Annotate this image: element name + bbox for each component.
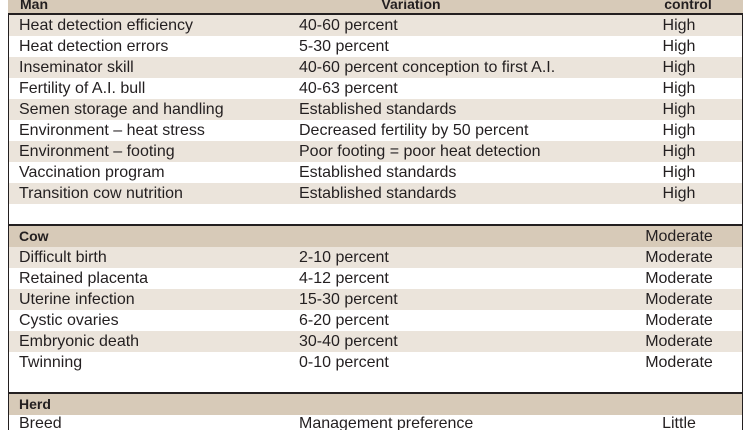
factor-cell: Embryonic death xyxy=(19,333,140,350)
variation-cell: Poor footing = poor heat detection xyxy=(299,143,541,160)
control-cell: Moderate xyxy=(645,354,713,371)
factor-cell: Retained placenta xyxy=(19,270,148,287)
table-header: Man Variation control xyxy=(8,0,743,15)
factor-cell: Heat detection efficiency xyxy=(19,17,194,34)
factor-cell: Fertility of A.I. bull xyxy=(19,80,146,97)
control-cell: Little xyxy=(662,415,696,430)
factor-cell: Semen storage and handling xyxy=(19,101,224,118)
variation-cell: 40-63 percent xyxy=(299,80,398,97)
control-cell: High xyxy=(662,38,696,55)
variation-cell: Established standards xyxy=(299,101,457,118)
control-cell: Moderate xyxy=(645,312,713,329)
variation-cell: Management preference xyxy=(299,415,474,430)
header-variation: Variation xyxy=(381,0,441,12)
table-row: Fertility of A.I. bull 40-63 percent Hig… xyxy=(9,78,742,99)
control-cell: High xyxy=(662,164,696,181)
control-cell: High xyxy=(662,101,696,118)
table-row: Retained placenta 4-12 percent Moderate xyxy=(9,268,742,289)
table-row: Vaccination program Established standard… xyxy=(9,162,742,183)
factor-cell: Difficult birth xyxy=(19,249,107,266)
control-cell: Moderate xyxy=(645,333,713,350)
table-row: Difficult birth 2-10 percent Moderate xyxy=(9,247,742,268)
variation-cell: Established standards xyxy=(299,164,457,181)
control-cell: High xyxy=(662,143,696,160)
variation-cell: 15-30 percent xyxy=(299,291,398,308)
table-row: Heat detection efficiency 40-60 percent … xyxy=(9,15,742,36)
variation-cell: Decreased fertility by 50 percent xyxy=(299,122,529,139)
factor-cell: Twinning xyxy=(19,354,83,371)
header-control: control xyxy=(664,0,712,12)
section-title: Cow xyxy=(19,228,49,244)
control-cell: High xyxy=(662,122,696,139)
section-control: Moderate xyxy=(645,228,713,245)
variation-cell: 2-10 percent xyxy=(299,249,389,266)
factor-cell: Vaccination program xyxy=(19,164,165,181)
table-row: Breed Management preference Little xyxy=(9,413,742,430)
table-row: Heat detection errors 5-30 percent High xyxy=(9,36,742,57)
variation-cell: 40-60 percent xyxy=(299,17,398,34)
factor-cell: Breed xyxy=(19,415,62,430)
control-cell: Moderate xyxy=(645,291,713,308)
table-frame xyxy=(8,0,743,430)
factor-cell: Environment – footing xyxy=(19,143,175,160)
variation-cell: 0-10 percent xyxy=(299,354,389,371)
variation-cell: 30-40 percent xyxy=(299,333,398,350)
table-row: Cystic ovaries 6-20 percent Moderate xyxy=(9,310,742,331)
table-row: Uterine infection 15-30 percent Moderate xyxy=(9,289,742,310)
factor-cell: Environment – heat stress xyxy=(19,122,205,139)
variation-cell: 6-20 percent xyxy=(299,312,389,329)
table-row: Transition cow nutrition Established sta… xyxy=(9,183,742,204)
section-divider xyxy=(9,224,742,226)
control-cell: High xyxy=(662,185,696,202)
factor-cell: Uterine infection xyxy=(19,291,135,308)
section-header-herd: Herd xyxy=(9,394,742,415)
factor-cell: Cystic ovaries xyxy=(19,312,119,329)
control-cell: Moderate xyxy=(645,249,713,266)
table-row: Twinning 0-10 percent Moderate xyxy=(9,352,742,373)
variation-cell: 4-12 percent xyxy=(299,270,389,287)
factor-cell: Inseminator skill xyxy=(19,59,134,76)
variation-cell: 40-60 percent conception to first A.I. xyxy=(299,59,556,76)
variation-cell: Established standards xyxy=(299,185,457,202)
factor-cell: Transition cow nutrition xyxy=(19,185,183,202)
control-cell: High xyxy=(662,17,696,34)
table-row: Semen storage and handling Established s… xyxy=(9,99,742,120)
table-row: Inseminator skill 40-60 percent concepti… xyxy=(9,57,742,78)
section-title: Herd xyxy=(19,396,51,412)
control-cell: Moderate xyxy=(645,270,713,287)
header-factor: Man xyxy=(20,0,48,12)
table-row: Environment – heat stress Decreased fert… xyxy=(9,120,742,141)
control-cell: High xyxy=(662,59,696,76)
control-cell: High xyxy=(662,80,696,97)
table-row: Environment – footing Poor footing = poo… xyxy=(9,141,742,162)
table-row: Embryonic death 30-40 percent Moderate xyxy=(9,331,742,352)
section-header-cow: Cow Moderate xyxy=(9,226,742,247)
factor-cell: Heat detection errors xyxy=(19,38,169,55)
section-divider xyxy=(9,392,742,394)
variation-cell: 5-30 percent xyxy=(299,38,389,55)
